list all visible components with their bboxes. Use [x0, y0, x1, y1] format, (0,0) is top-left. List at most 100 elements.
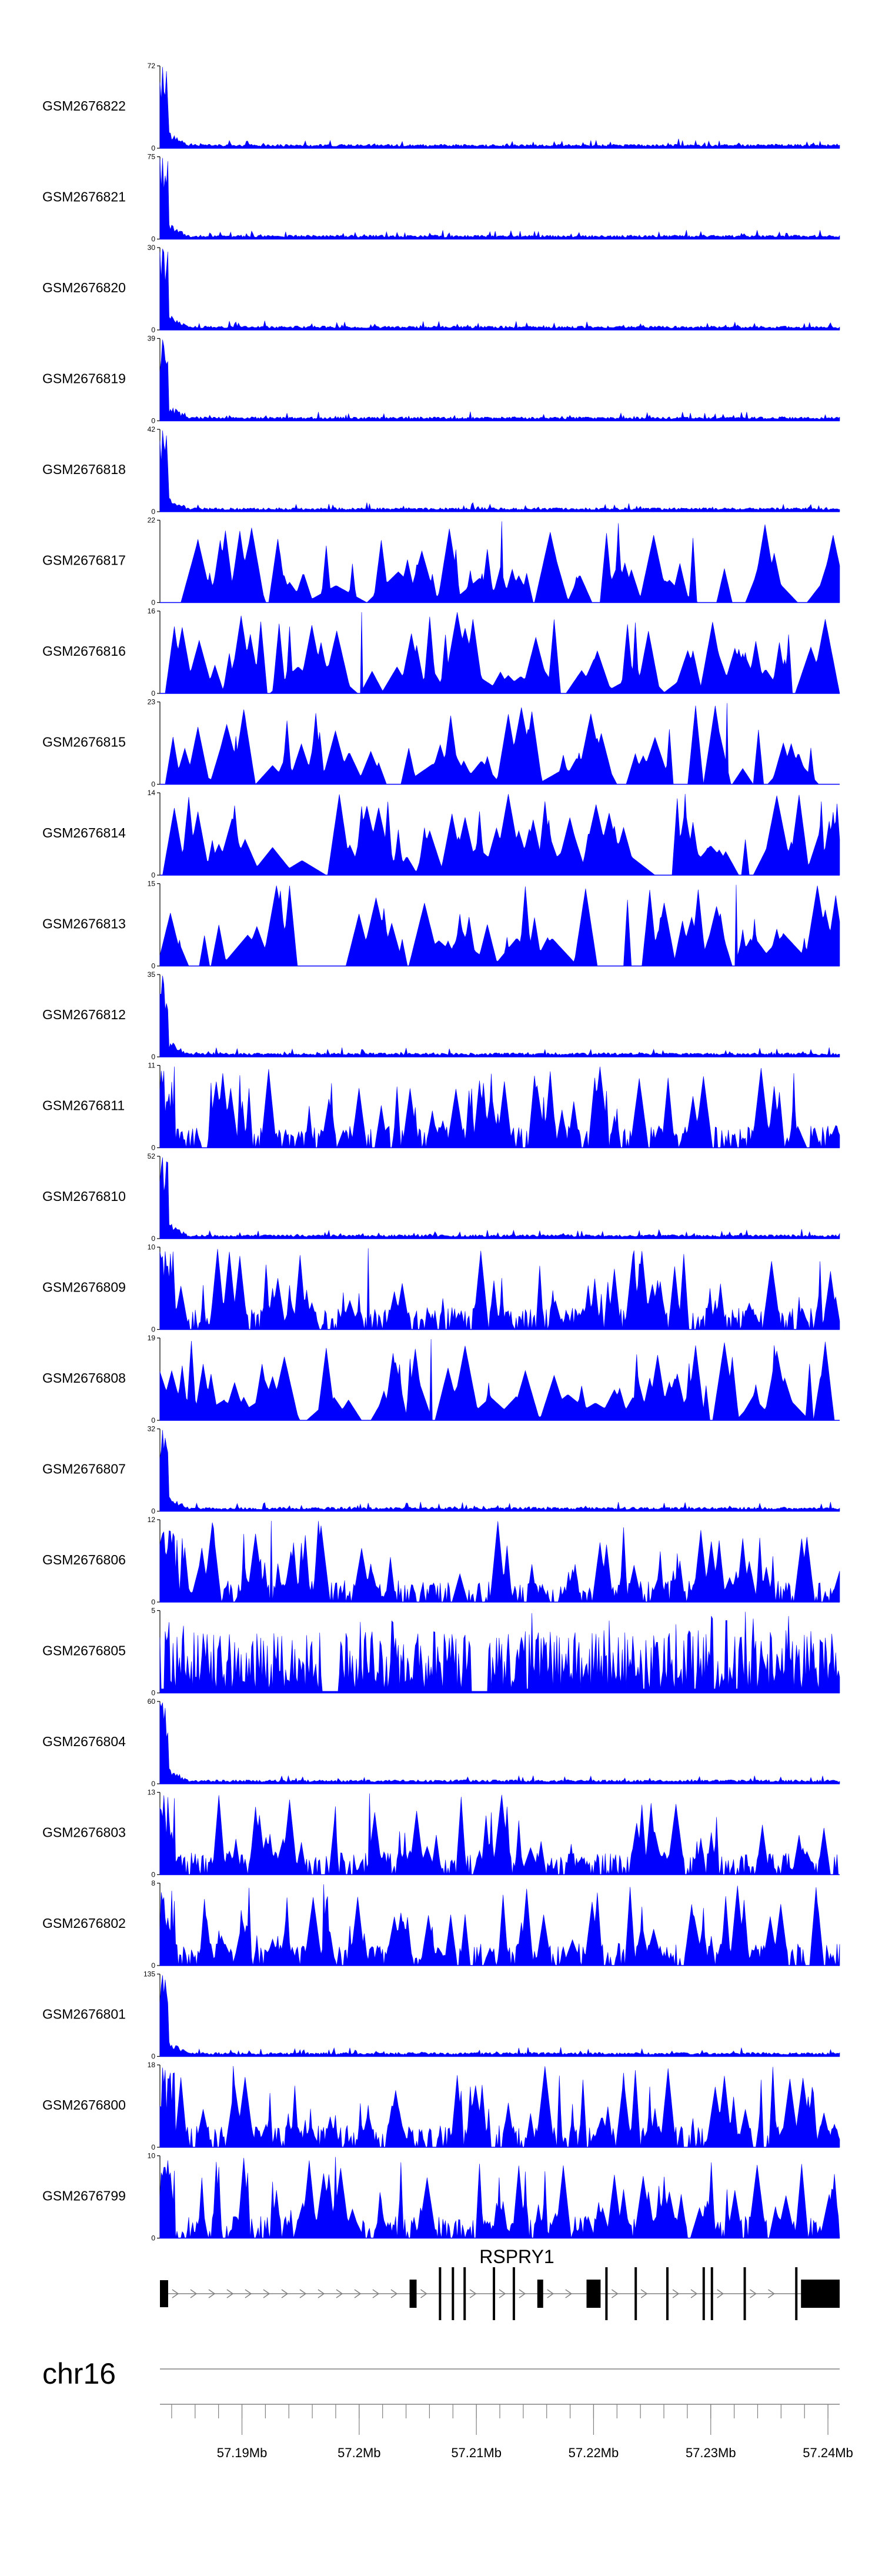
- y-tick-label-min: 0: [151, 689, 155, 698]
- track-GSM2676806: GSM2676806 12 0: [42, 1516, 840, 1606]
- track-label: GSM2676816: [42, 643, 126, 659]
- coverage-area: [159, 975, 840, 1057]
- strand-chevron: [690, 2289, 698, 2298]
- track-GSM2676805: GSM2676805 5 0: [42, 1607, 840, 1697]
- track-GSM2676804: GSM2676804 60 0: [42, 1697, 840, 1788]
- coverage-area: [159, 2066, 840, 2148]
- track-GSM2676807: GSM2676807 32 0: [42, 1425, 840, 1516]
- coverage-area: [159, 339, 840, 421]
- exon-9: [586, 2280, 601, 2308]
- track-label: GSM2676812: [42, 1007, 126, 1022]
- strand-chevron: [390, 2289, 398, 2298]
- y-tick-label-min: 0: [151, 1234, 155, 1243]
- strand-chevron: [519, 2289, 526, 2298]
- track-label: GSM2676815: [42, 735, 126, 750]
- strand-chevron: [208, 2289, 216, 2298]
- y-tick-label-max: 10: [148, 1243, 156, 1252]
- y-tick-label-max: 39: [148, 335, 156, 343]
- coverage-area: [159, 1066, 840, 1148]
- coverage-area: [159, 1520, 840, 1603]
- track-GSM2676813: GSM2676813 15 0: [42, 880, 840, 970]
- coverage-area: [159, 1793, 840, 1875]
- track-label: GSM2676820: [42, 280, 126, 295]
- coverage-area: [159, 1339, 840, 1421]
- strand-chevron: [336, 2289, 343, 2298]
- exon-11: [634, 2267, 637, 2320]
- track-label: GSM2676810: [42, 1189, 126, 1204]
- track-label: GSM2676808: [42, 1370, 126, 1386]
- track-label: GSM2676805: [42, 1643, 126, 1659]
- track-GSM2676802: GSM2676802 8 0: [42, 1879, 840, 1970]
- y-tick-label-min: 0: [151, 871, 155, 879]
- track-label: GSM2676821: [42, 189, 126, 205]
- y-tick-label-max: 5: [151, 1607, 155, 1615]
- strand-chevron: [469, 2289, 477, 2298]
- exon-17: [801, 2280, 840, 2308]
- track-GSM2676808: GSM2676808 19 0: [42, 1334, 840, 1424]
- coverage-area: [159, 430, 840, 512]
- y-tick-label-min: 0: [151, 1961, 155, 1970]
- track-GSM2676809: GSM2676809 10 0: [42, 1243, 840, 1334]
- track-label: GSM2676804: [42, 1734, 126, 1749]
- y-tick-label-max: 16: [148, 607, 156, 615]
- x-tick-label: 57.24Mb: [803, 2445, 853, 2460]
- coverage-area: [159, 885, 840, 966]
- track-GSM2676819: GSM2676819 39 0: [42, 335, 840, 425]
- gene-track: RSPRY1: [160, 2246, 840, 2320]
- coverage-area: [160, 793, 840, 876]
- strand-chevron: [717, 2289, 724, 2298]
- track-label: GSM2676819: [42, 371, 126, 386]
- exon-10: [605, 2267, 608, 2320]
- y-tick-label-max: 12: [148, 1516, 156, 1524]
- track-label: GSM2676807: [42, 1461, 126, 1477]
- y-tick-label-min: 0: [151, 417, 155, 425]
- x-tick-label: 57.19Mb: [217, 2445, 268, 2460]
- strand-chevron: [611, 2289, 619, 2298]
- coverage-area: [159, 1248, 840, 1330]
- x-tick-label: 57.2Mb: [338, 2445, 380, 2460]
- track-GSM2676811: GSM2676811 11 0: [42, 1062, 840, 1152]
- x-tick-label: 57.21Mb: [451, 2445, 502, 2460]
- track-label: GSM2676800: [42, 2097, 126, 2113]
- y-tick-label-max: 52: [148, 1152, 156, 1160]
- strand-chevron: [750, 2289, 757, 2298]
- y-tick-label-min: 0: [151, 508, 155, 516]
- y-tick-label-min: 0: [151, 326, 155, 334]
- track-label: GSM2676818: [42, 462, 126, 477]
- track-GSM2676820: GSM2676820 30 0: [42, 243, 840, 334]
- track-GSM2676803: GSM2676803 13 0: [42, 1788, 840, 1879]
- y-tick-label-min: 0: [151, 2143, 155, 2151]
- coverage-area: [159, 1611, 840, 1693]
- track-label: GSM2676817: [42, 553, 126, 568]
- y-tick-label-min: 0: [151, 780, 155, 789]
- track-GSM2676822: GSM2676822 72 0: [42, 62, 840, 152]
- exon-16: [795, 2267, 798, 2320]
- coverage-area: [160, 521, 840, 603]
- y-tick-label-max: 8: [151, 1879, 155, 1887]
- y-tick-label-min: 0: [151, 599, 155, 607]
- coverage-area: [159, 1884, 840, 1966]
- y-tick-label-min: 0: [151, 1416, 155, 1424]
- strand-chevron: [318, 2289, 325, 2298]
- exon-7: [512, 2267, 515, 2320]
- track-GSM2676817: GSM2676817 22 0: [42, 516, 840, 607]
- y-tick-label-max: 10: [148, 2152, 156, 2160]
- coverage-area: [159, 1157, 840, 1239]
- track-label: GSM2676806: [42, 1552, 126, 1567]
- track-label: GSM2676803: [42, 1825, 126, 1840]
- exon-5: [463, 2267, 466, 2320]
- y-tick-label-max: 23: [148, 698, 156, 706]
- y-tick-label-min: 0: [151, 1871, 155, 1879]
- y-tick-label-min: 0: [151, 1144, 155, 1152]
- track-GSM2676815: GSM2676815 23 0: [42, 698, 840, 789]
- y-tick-label-max: 19: [148, 1334, 156, 1342]
- y-tick-label-max: 11: [148, 1062, 156, 1070]
- track-GSM2676818: GSM2676818 42 0: [42, 425, 840, 516]
- track-label: GSM2676799: [42, 2188, 126, 2204]
- exon-6: [493, 2267, 496, 2320]
- strand-chevron: [420, 2289, 427, 2298]
- coverage-area: [160, 703, 840, 785]
- y-tick-label-min: 0: [151, 2053, 155, 2061]
- coverage-area: [159, 1975, 840, 2057]
- y-tick-label-min: 0: [151, 1780, 155, 1788]
